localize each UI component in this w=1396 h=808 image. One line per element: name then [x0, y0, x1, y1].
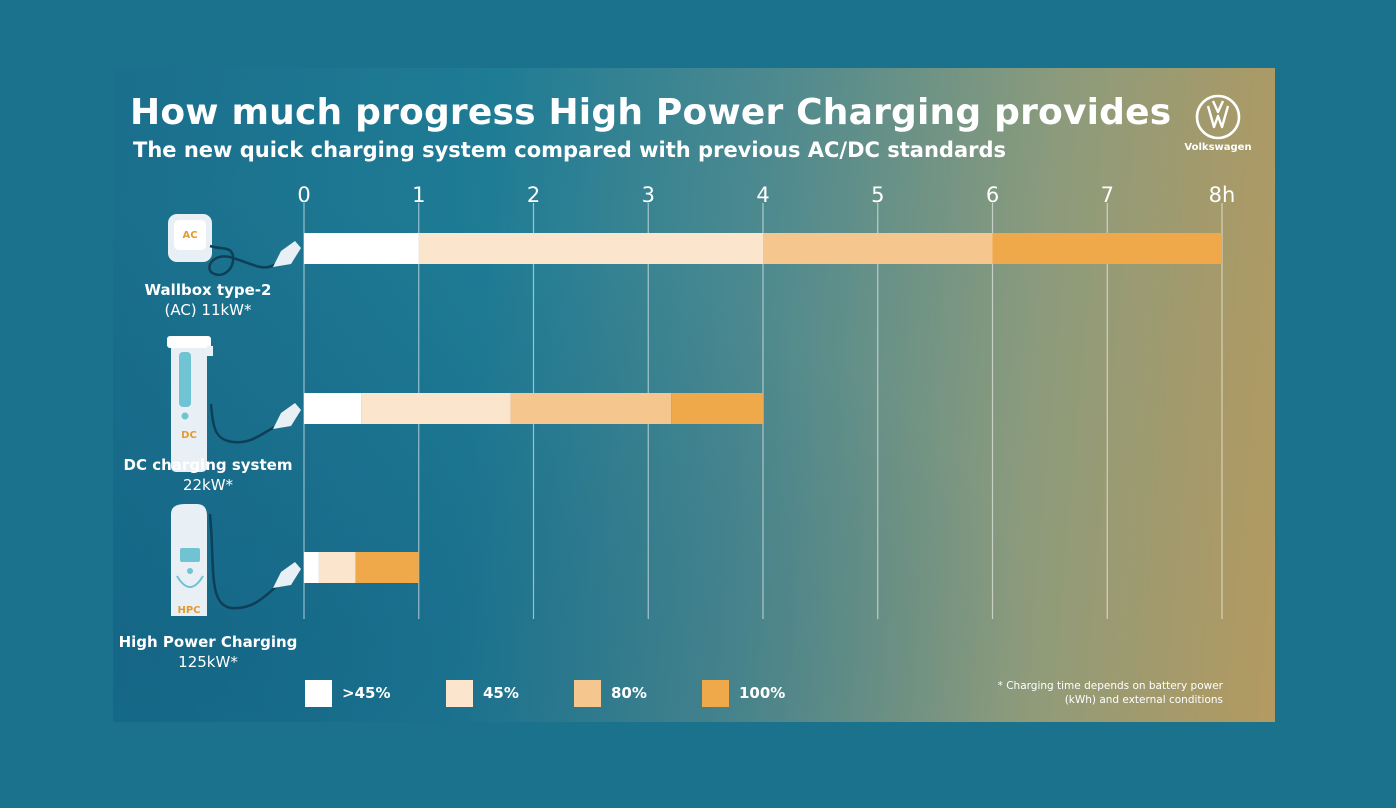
x-tick-label: 4	[756, 183, 769, 207]
bar-segment	[671, 393, 763, 424]
bar-segment	[361, 393, 511, 424]
volkswagen-logo-icon	[1195, 94, 1241, 140]
legend-swatch	[702, 679, 729, 707]
category-label-hpc: High Power Charging 125kW*	[113, 632, 308, 672]
bar-segment	[992, 233, 1222, 264]
legend-item: 80%	[574, 679, 647, 707]
bar-segment	[418, 233, 763, 264]
legend-item: 100%	[702, 679, 785, 707]
x-tick-label: 2	[527, 183, 540, 207]
footnote: * Charging time depends on battery power…	[973, 679, 1223, 707]
ac-wallbox-icon: AC	[168, 214, 301, 277]
legend-label: 80%	[611, 684, 647, 702]
footnote-line: * Charging time depends on battery power	[997, 680, 1223, 692]
x-tick-label: 1	[412, 183, 425, 207]
legend-label: 45%	[483, 684, 519, 702]
category-detail: 22kW*	[182, 476, 234, 494]
legend-item: >45%	[305, 679, 390, 707]
hpc-badge: HPC	[177, 605, 200, 616]
footnote-line: (kWh) and external conditions	[1064, 694, 1223, 706]
category-name: DC charging system	[123, 456, 293, 474]
infographic-card: How much progress High Power Charging pr…	[113, 68, 1275, 722]
category-label-wallbox: Wallbox type-2 (AC) 11kW*	[113, 280, 308, 320]
x-tick-label: 0	[297, 183, 310, 207]
bar-segment	[304, 233, 419, 264]
x-tick-label: 7	[1101, 183, 1114, 207]
dc-badge: DC	[181, 430, 197, 441]
dc-charger-icon: DC	[167, 336, 301, 472]
bar-segment	[510, 393, 672, 424]
bar-segment	[318, 552, 356, 583]
x-tick-label: 6	[986, 183, 999, 207]
x-tick-label: 8h	[1209, 183, 1236, 207]
bar-segment	[304, 393, 362, 424]
bar-segment	[355, 552, 419, 583]
legend-swatch	[446, 679, 473, 707]
legend-swatch	[574, 679, 601, 707]
brand-name: Volkswagen	[1184, 142, 1252, 153]
ac-badge: AC	[182, 230, 197, 241]
x-tick-label: 3	[642, 183, 655, 207]
category-detail: (AC) 11kW*	[164, 301, 252, 319]
category-name: Wallbox type-2	[144, 281, 272, 299]
hpc-charger-icon: HPC	[171, 504, 301, 616]
category-label-dc: DC charging system 22kW*	[113, 455, 308, 495]
legend-item: 45%	[446, 679, 519, 707]
bar-chart: 0 1 2 3 4 5 6 7 8h AC	[167, 183, 1236, 619]
legend-swatch	[305, 679, 332, 707]
category-name: High Power Charging	[118, 633, 298, 651]
chart-title: How much progress High Power Charging pr…	[130, 92, 1172, 133]
category-detail: 125kW*	[178, 653, 238, 671]
legend-label: >45%	[342, 684, 391, 702]
chart-subtitle: The new quick charging system compared w…	[133, 138, 1006, 162]
bar-segment	[304, 552, 319, 583]
legend-label: 100%	[739, 684, 786, 702]
bar-segment	[763, 233, 993, 264]
x-tick-label: 5	[871, 183, 884, 207]
